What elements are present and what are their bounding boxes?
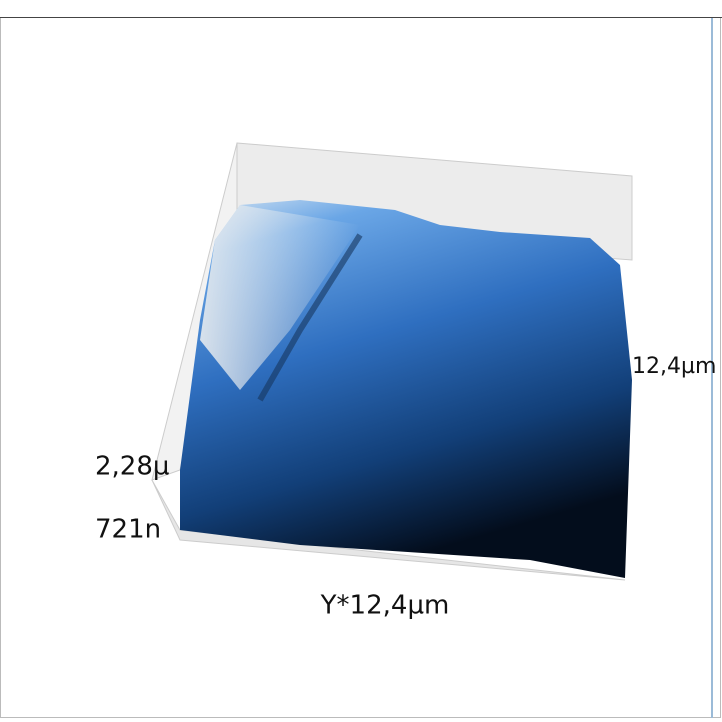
ridge [257,233,363,402]
z-max-label: 2,28µ [95,452,169,482]
y-axis-label: Y*12,4µm [320,591,450,621]
surface-highlight [200,205,360,390]
floor [151,479,626,581]
z-min-label: 721n [95,515,161,545]
x-axis-label: 12,4µm [632,354,716,379]
